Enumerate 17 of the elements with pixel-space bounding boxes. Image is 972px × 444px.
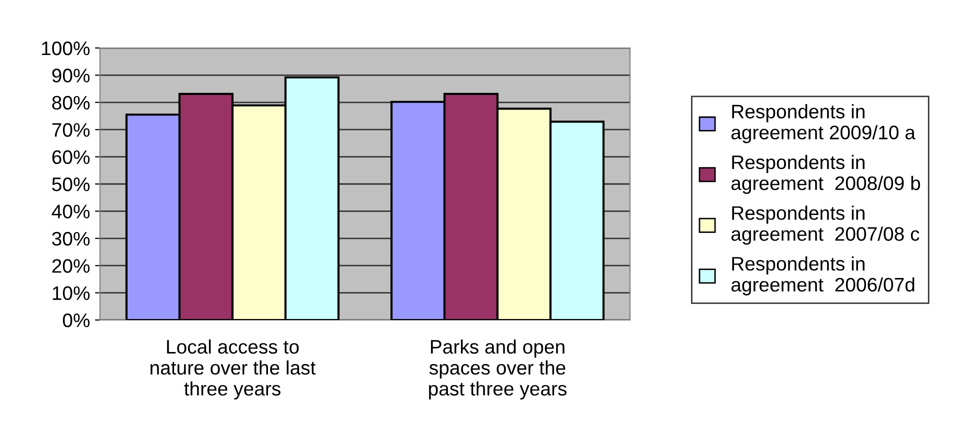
legend-label: Respondents in agreement 2006/07d	[731, 256, 914, 296]
x-tick-label: Local access to nature over the last three years	[150, 339, 316, 400]
y-tick-label: 50%	[52, 177, 90, 192]
y-tick-label: 70%	[52, 123, 90, 137]
y-tick-label: 90%	[52, 68, 90, 82]
y-tick-label: 40%	[52, 204, 90, 218]
y-tick-label: 30%	[52, 232, 90, 246]
legend-label: Respondents in agreement 2007/08 c	[731, 206, 920, 245]
legend-label: Respondents in agreement 2009/10 a	[731, 104, 916, 144]
x-tick-label: Parks and open spaces over the past three years	[429, 339, 567, 400]
y-tick-label: 80%	[52, 96, 90, 110]
y-tick-label: 0%	[62, 313, 90, 328]
y-tick-label: 10%	[52, 286, 90, 300]
y-tick-label: 60%	[52, 150, 90, 164]
legend-label: Respondents in agreement 2008/09 b	[731, 154, 920, 194]
y-tick-label: 20%	[52, 259, 90, 273]
y-tick-label: 100%	[42, 41, 90, 56]
